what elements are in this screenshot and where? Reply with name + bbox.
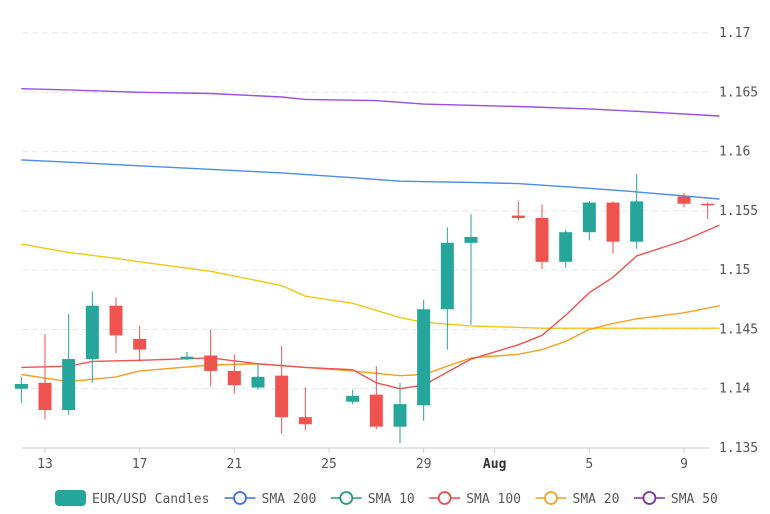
- x-tick-label: 25: [321, 457, 337, 472]
- candle: [630, 174, 644, 249]
- axes: 1.17 1.165 1.16 1.155 1.15 1.145 1.14 1.135 13 17…: [22, 26, 758, 472]
- series-line-sma-100: [21, 159, 720, 200]
- candle: [535, 204, 549, 269]
- candle: [417, 299, 431, 421]
- candle: [511, 201, 525, 221]
- candle: [227, 354, 241, 394]
- x-tick-label: 17: [132, 457, 148, 472]
- candle: [606, 201, 620, 254]
- candle: [204, 329, 218, 387]
- legend-item-sma-20[interactable]: SMA 20: [535, 491, 620, 507]
- svg-text:SMA 50: SMA 50: [671, 492, 718, 507]
- y-tick-label: 1.15: [719, 263, 750, 278]
- x-tick-label: 5: [585, 457, 593, 472]
- svg-text:EUR/USD Candles: EUR/USD Candles: [92, 492, 209, 507]
- y-tick-label: 1.145: [719, 322, 758, 337]
- candle: [464, 214, 478, 325]
- y-tick-label: 1.155: [719, 204, 758, 219]
- legend-item-sma-50[interactable]: SMA 50: [633, 491, 718, 507]
- y-tick-label: 1.16: [719, 145, 750, 160]
- svg-text:SMA 100: SMA 100: [466, 492, 521, 507]
- legend[interactable]: EUR/USD Candles SMA 200 SMA 10 SMA 100 SMA 2…: [55, 490, 718, 507]
- legend-item-eur-usd-candles[interactable]: EUR/USD Candles: [55, 490, 209, 507]
- y-tick-label: 1.17: [719, 26, 750, 41]
- x-tick-label: 9: [680, 457, 688, 472]
- candle: [559, 229, 573, 268]
- candle: [133, 325, 147, 362]
- x-tick-label: 29: [416, 457, 432, 472]
- candle: [369, 366, 383, 430]
- x-tick-label: Aug: [483, 457, 506, 472]
- candle: [582, 201, 596, 241]
- series-line-sma-50: [21, 243, 720, 329]
- candle: [298, 387, 312, 431]
- x-tick-label: 21: [227, 457, 243, 472]
- candle: [440, 227, 454, 350]
- candle: [393, 382, 407, 444]
- series-line-sma-10: [21, 224, 720, 390]
- candle: [14, 376, 28, 403]
- candle: [38, 334, 52, 420]
- legend-item-sma-10[interactable]: SMA 10: [330, 491, 415, 507]
- svg-text:SMA 10: SMA 10: [368, 492, 415, 507]
- svg-text:SMA 20: SMA 20: [573, 492, 620, 507]
- svg-text:SMA 200: SMA 200: [262, 492, 317, 507]
- candle: [251, 363, 265, 390]
- series-line-sma-200: [21, 88, 720, 117]
- legend-item-sma-100[interactable]: SMA 100: [429, 491, 521, 507]
- candle: [677, 193, 691, 208]
- candles: [14, 174, 715, 444]
- candle: [62, 314, 76, 415]
- y-tick-label: 1.135: [719, 441, 758, 456]
- legend-item-sma-200[interactable]: SMA 200: [224, 491, 317, 507]
- candle: [180, 351, 194, 361]
- candle: [109, 297, 123, 354]
- candle: [701, 202, 715, 220]
- candle: [346, 389, 360, 405]
- y-tick-label: 1.14: [719, 382, 750, 397]
- y-tick-label: 1.165: [719, 85, 758, 100]
- candle: [275, 346, 289, 434]
- x-tick-label: 13: [37, 457, 53, 472]
- series-line-sma-20: [21, 305, 720, 383]
- candle: [85, 291, 99, 383]
